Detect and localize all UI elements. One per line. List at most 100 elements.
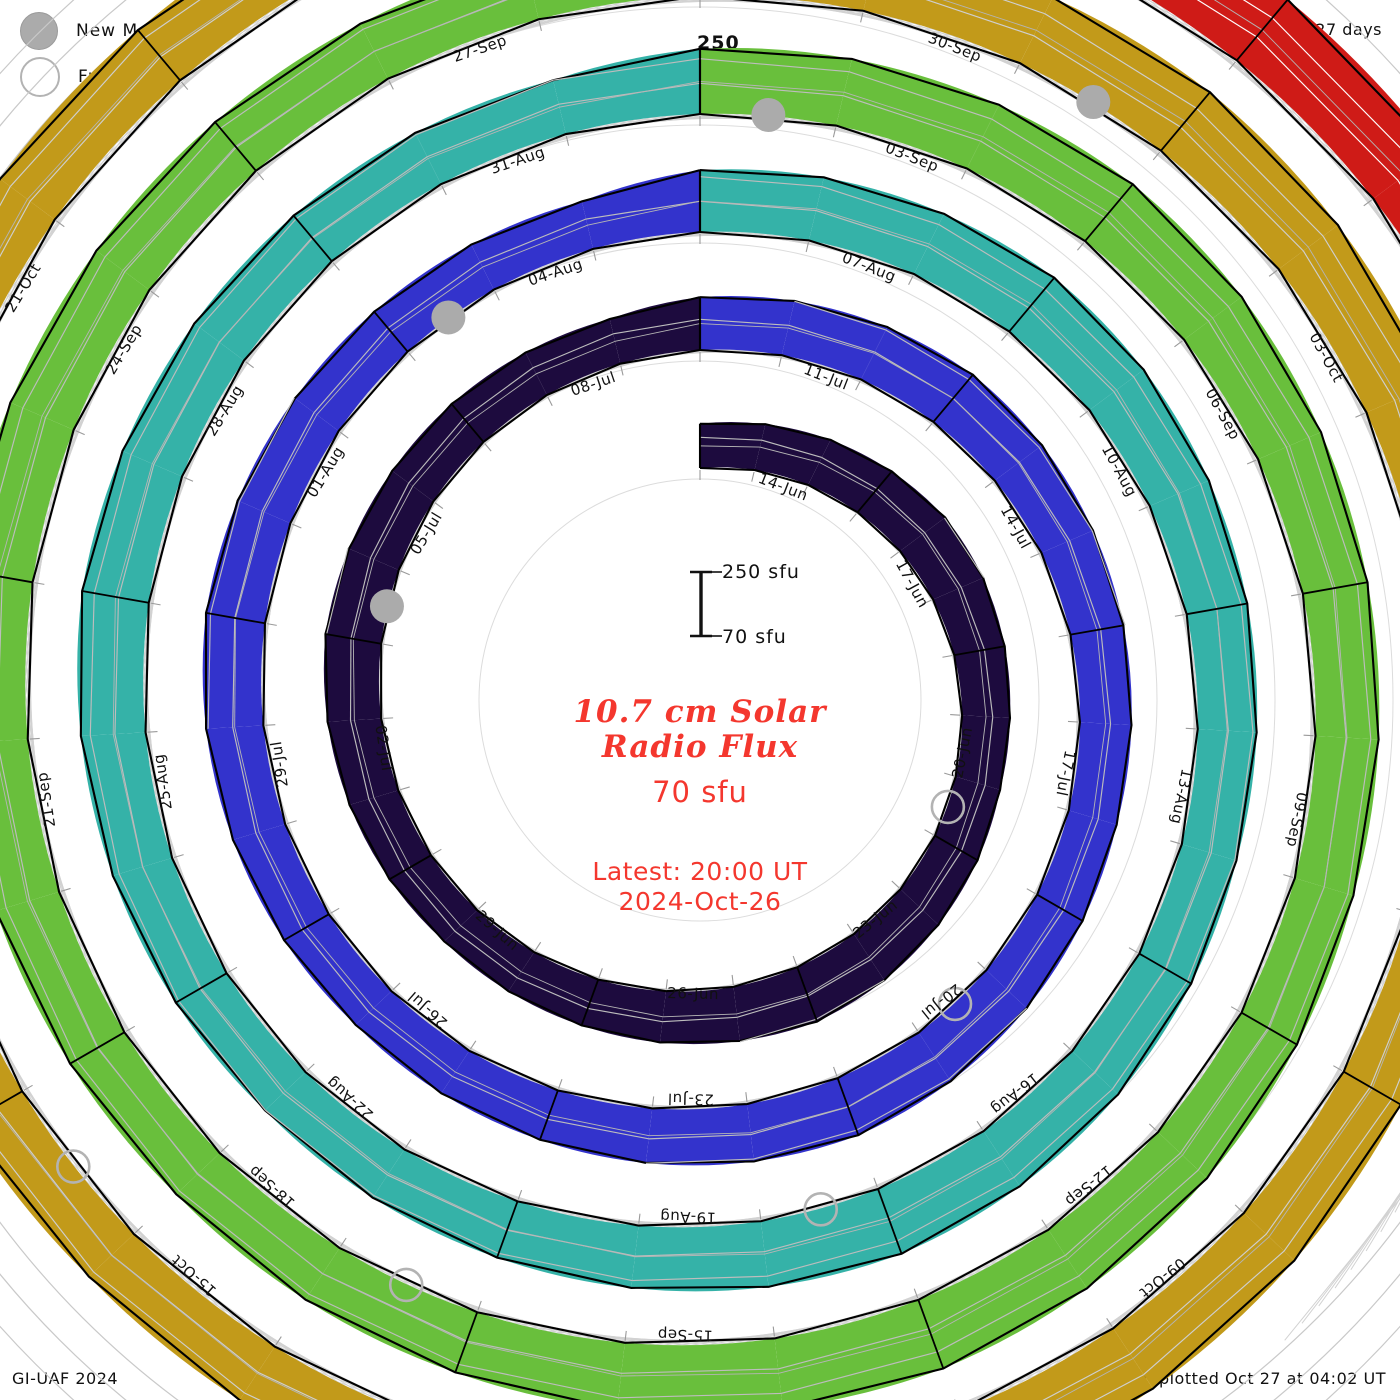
flux-band-day-77 bbox=[194, 215, 332, 361]
flux-gridline-190-29 bbox=[885, 329, 970, 380]
band-midline-118 bbox=[1132, 1236, 1270, 1359]
band-midline-15 bbox=[521, 971, 591, 1003]
flux-gridline-190-49 bbox=[239, 397, 295, 502]
day-tick-48 bbox=[266, 623, 277, 626]
flux-band-day-51 bbox=[374, 244, 494, 352]
day-separator-105 bbox=[214, 121, 257, 172]
flux-gridline-190-91 bbox=[1078, 1169, 1199, 1277]
flux-gridline-130-130 bbox=[0, 200, 31, 258]
day-tick-49 bbox=[291, 523, 302, 529]
flux-gridline-190-74 bbox=[89, 593, 95, 736]
flux-gridline-130-93 bbox=[778, 1328, 929, 1370]
day-separator-93 bbox=[917, 1299, 945, 1369]
flux-gridline-130-119 bbox=[1042, 1353, 1131, 1400]
flux-gridline-190-76 bbox=[130, 327, 201, 455]
flux-gridline-130-44 bbox=[301, 929, 370, 1013]
flux-gridline-130-87 bbox=[1332, 588, 1347, 738]
flux-band-day-119 bbox=[984, 1328, 1153, 1400]
day-tick-95 bbox=[624, 1330, 627, 1341]
flux-gridline-190-84 bbox=[1120, 198, 1229, 307]
full-moon-marker-19-Aug bbox=[803, 1192, 839, 1227]
day-separator-132 bbox=[137, 29, 181, 81]
day-tick-36 bbox=[1026, 888, 1036, 895]
flux-gridline-130-9 bbox=[922, 850, 963, 911]
band-midline-29 bbox=[873, 352, 954, 399]
band-midline-81 bbox=[699, 80, 845, 93]
band-midline-93 bbox=[778, 1333, 931, 1374]
day-tick-16 bbox=[534, 941, 542, 951]
day-tick-93 bbox=[913, 1288, 919, 1299]
flux-band-day-126 bbox=[0, 1052, 23, 1105]
flux-gridline-190-103 bbox=[22, 256, 106, 409]
flux-band-day-25 bbox=[525, 319, 621, 396]
flux-band-day-64 bbox=[983, 1051, 1119, 1187]
flux-gridline-130-55 bbox=[815, 209, 928, 248]
band-midline-64 bbox=[1001, 1072, 1096, 1160]
day-tick-18 bbox=[432, 848, 442, 855]
band-midline-35 bbox=[1059, 817, 1094, 908]
flux-band-day-59 bbox=[1149, 480, 1248, 615]
flux-gridline-190-117 bbox=[1283, 1099, 1393, 1252]
flux-band-day-7 bbox=[955, 715, 1011, 790]
flux-band-day-1 bbox=[754, 424, 831, 485]
band-midline-30 bbox=[952, 397, 1019, 464]
flux-band-day-15 bbox=[508, 952, 599, 1026]
band-midline-70 bbox=[284, 1090, 389, 1174]
flux-gridline-190-79 bbox=[415, 79, 554, 136]
flux-gridline-130-103 bbox=[44, 271, 126, 418]
full-moon-marker-18-Sep bbox=[388, 1267, 424, 1303]
band-midline-46 bbox=[234, 726, 260, 833]
flux-band-day-22 bbox=[349, 470, 434, 571]
flux-band-day-31 bbox=[994, 445, 1094, 553]
flux-band-day-113 bbox=[1366, 398, 1400, 500]
band-midline-10 bbox=[868, 906, 920, 958]
new-moon-marker-04-Aug bbox=[431, 300, 466, 335]
band-midline-116 bbox=[1371, 1016, 1400, 1089]
band-midline-91 bbox=[1067, 1154, 1183, 1260]
day-separator-69 bbox=[496, 1201, 519, 1258]
band-midline-96 bbox=[322, 1273, 467, 1343]
day-tick-117 bbox=[1333, 1065, 1343, 1072]
flux-gridline-190-124 bbox=[93, 1271, 245, 1394]
day-separator-126 bbox=[0, 1090, 23, 1106]
band-midline-33 bbox=[1096, 629, 1107, 724]
flux-gridline-130-8 bbox=[960, 785, 986, 852]
band-midline-26 bbox=[614, 323, 701, 342]
flux-band-day-79 bbox=[415, 80, 566, 185]
band-midline-84 bbox=[1108, 212, 1214, 319]
day-tick-9 bbox=[924, 829, 934, 836]
moon-markers-layer bbox=[56, 85, 1111, 1303]
band-midline-74 bbox=[112, 596, 116, 735]
day-tick-1 bbox=[751, 471, 755, 482]
flux-gridline-130-18 bbox=[368, 798, 405, 871]
flux-gridline-190-21 bbox=[326, 547, 349, 635]
day-tick-37 bbox=[977, 961, 986, 970]
band-midline-50 bbox=[316, 331, 392, 415]
band-midline-7 bbox=[977, 716, 987, 784]
day-tick-76 bbox=[183, 476, 194, 482]
day-tick-28 bbox=[778, 357, 782, 367]
flux-band-day-104 bbox=[96, 122, 256, 291]
flux-gridline-130-27 bbox=[699, 318, 789, 326]
day-tick-47 bbox=[265, 724, 276, 726]
day-tick-73 bbox=[173, 854, 184, 858]
day-tick-74 bbox=[147, 731, 158, 733]
flux-gridline-190-100 bbox=[0, 875, 7, 908]
day-separator-111 bbox=[1160, 91, 1211, 152]
day-tick-83 bbox=[961, 170, 967, 180]
band-midline-34 bbox=[1092, 723, 1107, 818]
flux-band-day-103 bbox=[10, 250, 150, 430]
flux-gridline-190-88 bbox=[1347, 738, 1372, 895]
flux-band-day-35 bbox=[1037, 810, 1117, 921]
day-tick-64 bbox=[1063, 1042, 1072, 1051]
day-tick-104 bbox=[150, 290, 160, 298]
day-separator-84 bbox=[1084, 183, 1134, 242]
flux-band-day-123 bbox=[239, 1346, 377, 1400]
band-midline-67 bbox=[634, 1253, 765, 1258]
day-tick-113 bbox=[1355, 412, 1365, 418]
new-moon-marker-03-Oct bbox=[1076, 85, 1111, 120]
band-midline-4 bbox=[922, 534, 959, 589]
day-tick-102 bbox=[34, 582, 45, 585]
band-midline-137 bbox=[1213, 0, 1263, 31]
band-midline-17 bbox=[409, 867, 462, 927]
